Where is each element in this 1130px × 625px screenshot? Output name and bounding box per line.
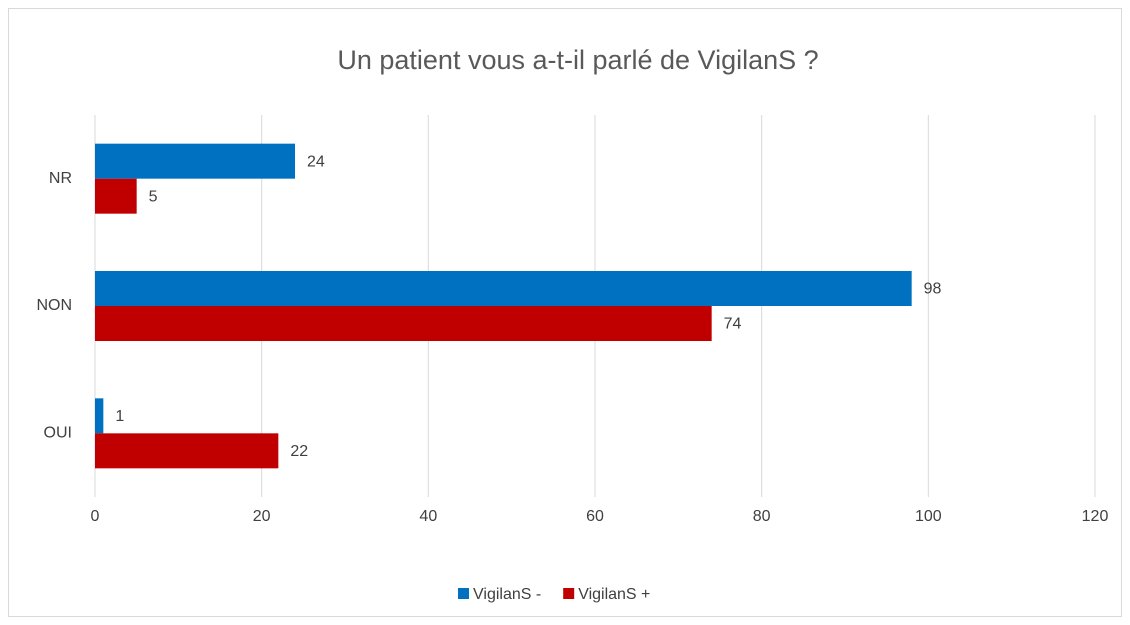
x-tick-label: 80	[753, 508, 771, 525]
data-label: 98	[924, 281, 942, 298]
y-tick-label: OUI	[44, 425, 72, 442]
data-label: 5	[149, 188, 158, 205]
x-tick-label: 20	[253, 508, 271, 525]
x-tick-label: 120	[1082, 508, 1109, 525]
legend-label: VigilanS +	[578, 586, 650, 603]
y-tick-label: NR	[49, 170, 72, 187]
bar	[95, 271, 912, 306]
legend-swatch	[458, 588, 469, 599]
legend-label: VigilanS -	[473, 586, 541, 603]
data-label: 22	[290, 443, 308, 460]
chart-title: Un patient vous a-t-il parlé de VigilanS…	[337, 45, 818, 75]
bar	[95, 178, 137, 214]
legend-swatch	[563, 588, 575, 599]
x-tick-label: 0	[91, 508, 100, 525]
bar	[95, 143, 295, 179]
x-tick-label: 100	[915, 508, 942, 525]
y-tick-label: NON	[36, 297, 72, 314]
x-tick-label: 40	[419, 508, 437, 525]
bar	[95, 433, 279, 469]
bar	[95, 398, 104, 434]
bar	[95, 306, 712, 341]
data-label: 24	[307, 153, 325, 170]
x-tick-label: 60	[586, 508, 604, 525]
data-label: 74	[724, 316, 742, 333]
data-label: 1	[115, 408, 124, 425]
